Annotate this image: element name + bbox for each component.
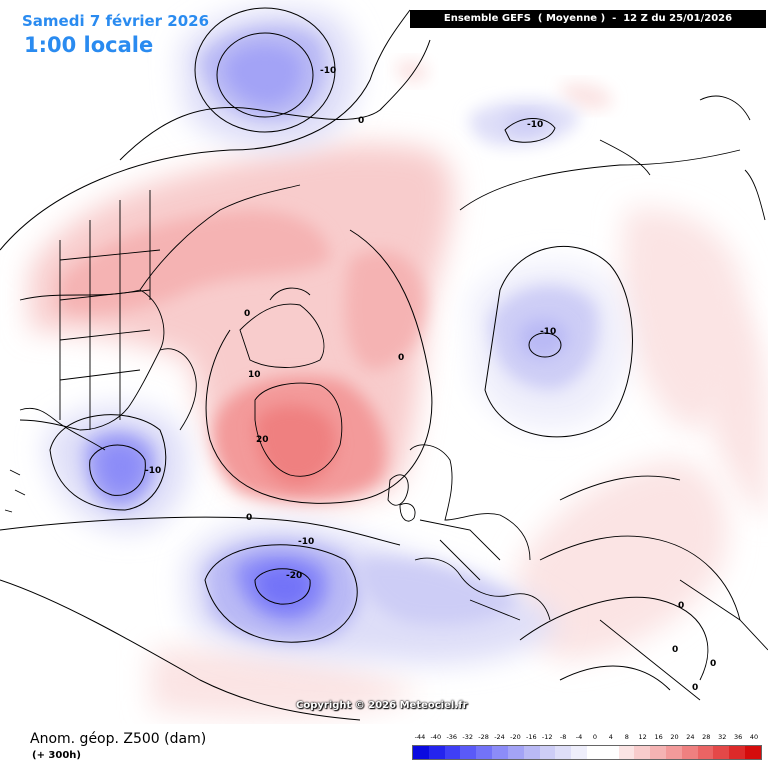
color-scale-cell bbox=[697, 746, 714, 759]
contour-label: 10 bbox=[248, 370, 261, 380]
color-scale-cell bbox=[428, 746, 445, 759]
contour-labels: -10 0 -10 0 -10 0 -10 10 20 0 -10 -20 0 … bbox=[145, 66, 716, 693]
color-scale-label: -40 bbox=[430, 733, 442, 741]
color-scale-cell bbox=[539, 746, 556, 759]
contour-label: -20 bbox=[286, 571, 302, 581]
contour-label: 0 bbox=[672, 645, 678, 655]
color-scale-label: 36 bbox=[733, 733, 743, 741]
color-scale-label: -12 bbox=[541, 733, 553, 741]
contour-label: -10 bbox=[298, 537, 314, 547]
contour-label: -10 bbox=[145, 466, 161, 476]
contour-label: -10 bbox=[527, 120, 543, 130]
color-scale-cell bbox=[492, 746, 508, 759]
color-scale-label: 20 bbox=[670, 733, 679, 741]
color-scale-label: -8 bbox=[559, 733, 567, 741]
color-scale-cell bbox=[571, 746, 587, 759]
anomaly-shading bbox=[30, 7, 768, 718]
color-scale-label: -32 bbox=[462, 733, 473, 741]
color-scale-cell bbox=[681, 746, 698, 759]
color-scale-label: 28 bbox=[702, 733, 711, 741]
color-scale-label: 12 bbox=[638, 733, 647, 741]
contour-label: 20 bbox=[256, 435, 269, 445]
color-scale-label: -4 bbox=[575, 733, 583, 741]
color-scale-label: -28 bbox=[478, 733, 489, 741]
color-scale-label: 4 bbox=[608, 733, 613, 741]
color-scale-cell bbox=[729, 746, 746, 759]
color-scale-label: 0 bbox=[592, 733, 598, 741]
color-scale-label: 24 bbox=[686, 733, 695, 741]
color-scale-cell bbox=[413, 746, 429, 759]
contour-label: -10 bbox=[540, 327, 556, 337]
color-scale-label: -36 bbox=[446, 733, 458, 741]
color-scale-cell bbox=[586, 746, 603, 759]
copyright-notice: Copyright © 2026 Meteociel.fr bbox=[296, 700, 468, 711]
color-scale-cell bbox=[745, 746, 761, 759]
color-scale-cell bbox=[650, 746, 666, 759]
color-scale-label: 16 bbox=[654, 733, 663, 741]
anomaly-map: -10 0 -10 0 -10 0 -10 10 20 0 -10 -20 0 … bbox=[0, 7, 768, 721]
contour-label: 0 bbox=[692, 683, 698, 693]
contour-label: 0 bbox=[246, 513, 252, 523]
forecast-time: 1:00 locale bbox=[24, 33, 154, 57]
forecast-date: Samedi 7 février 2026 bbox=[22, 12, 210, 30]
color-scale-cell bbox=[602, 746, 619, 759]
color-scale-cell bbox=[618, 746, 635, 759]
color-scale-label: 32 bbox=[718, 733, 727, 741]
contours bbox=[0, 7, 709, 721]
color-scale-cell bbox=[460, 746, 477, 759]
contour-label: -10 bbox=[320, 66, 336, 76]
lead-time: (+ 300h) bbox=[32, 750, 81, 761]
contour-label: 0 bbox=[678, 601, 684, 611]
contour-label: 0 bbox=[398, 353, 404, 363]
color-scale-label: 40 bbox=[749, 733, 759, 741]
contour-label: 0 bbox=[358, 116, 364, 126]
color-scale-label: -24 bbox=[494, 733, 505, 741]
color-scale: -44 -40 -36 -32 -28 -24 -20 -16 -12 -8 -4 0 4 8 12 16 20… bbox=[412, 733, 762, 763]
color-scale-cell bbox=[555, 746, 572, 759]
color-scale-cell bbox=[634, 746, 651, 759]
color-scale-cell bbox=[666, 746, 682, 759]
coastlines bbox=[4, 95, 768, 701]
color-scale-label: -20 bbox=[510, 733, 521, 741]
color-scale-label: -16 bbox=[526, 733, 537, 741]
color-scale-cell bbox=[507, 746, 524, 759]
color-scale-cell bbox=[444, 746, 461, 759]
color-scale-cell bbox=[523, 746, 540, 759]
color-scale-labels: -44 -40 -36 -32 -28 -24 -20 -16 -12 -8 -4 0 4 8 12 16 20… bbox=[412, 733, 762, 745]
contour-label: 0 bbox=[710, 659, 716, 669]
run-info-banner: Ensemble GEFS ( Moyenne ) - 12 Z du 25/0… bbox=[410, 10, 766, 28]
color-scale-bar bbox=[412, 745, 762, 760]
color-scale-label: -44 bbox=[414, 733, 426, 741]
field-title: Anom. géop. Z500 (dam) bbox=[30, 731, 207, 747]
contour-label: 0 bbox=[244, 309, 250, 319]
color-scale-label: 8 bbox=[624, 733, 629, 741]
color-scale-cell bbox=[713, 746, 730, 759]
color-scale-cell bbox=[476, 746, 493, 759]
